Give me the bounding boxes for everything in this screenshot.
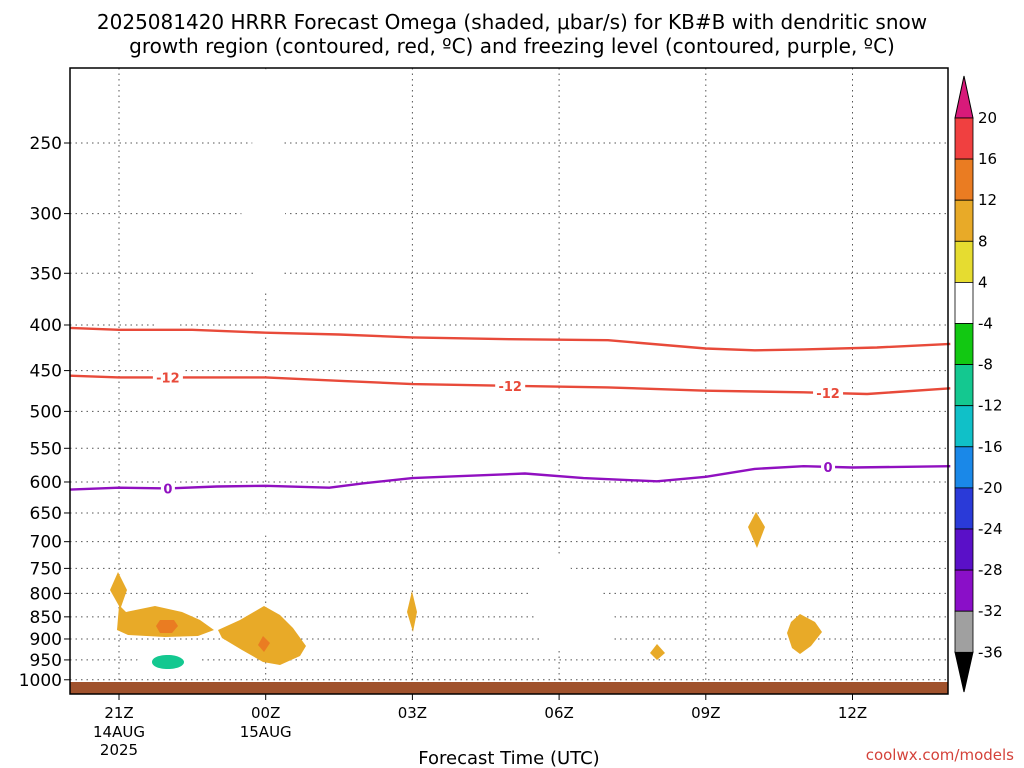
contour-label-bg	[495, 377, 526, 394]
contour-label-bg	[160, 480, 175, 497]
colorbar-tick-label: 12	[978, 191, 997, 209]
omega-region	[530, 550, 617, 650]
x-tick-label: 03Z	[398, 704, 427, 722]
contour-label-bg	[813, 384, 844, 401]
colorbar-segment	[954, 158, 974, 201]
y-tick-label: 650	[30, 504, 62, 524]
omega-region-core	[258, 636, 270, 652]
omega-region	[241, 68, 286, 292]
chart-title-line2: growth region (contoured, red, ºC) and f…	[129, 34, 895, 58]
x-tick-date: 14AUG	[93, 723, 145, 741]
colorbar-tick-label: -32	[978, 602, 1003, 620]
omega-region	[218, 606, 306, 665]
terrain-surface	[70, 682, 948, 694]
colorbar-tick-label: 20	[978, 109, 997, 127]
colorbar-segment	[954, 240, 974, 283]
plot-area: -12 -12 -12 0 0	[69, 67, 951, 695]
colorbar-segment	[954, 281, 974, 324]
contour-label: 0	[163, 482, 172, 497]
x-tick-date: 15AUG	[240, 723, 292, 741]
x-tick-year: 2025	[100, 741, 138, 759]
grid-lines	[70, 68, 948, 694]
y-axis: 2503003504004505005506006507007508008509…	[19, 134, 70, 691]
colorbar: 20 16 12 8 4 -4 -8 -12 -16 -20 -24 -28 -32 -36	[954, 75, 1003, 693]
contour-label-bg	[821, 458, 836, 475]
contour-label: -12	[498, 380, 522, 395]
colorbar-tick-label: -20	[978, 479, 1003, 497]
colorbar-segment	[954, 323, 974, 365]
y-tick-label: 400	[30, 316, 62, 336]
contour-label: -12	[156, 371, 180, 386]
colorbar-segment	[954, 610, 974, 653]
colorbar-segment	[954, 117, 974, 160]
y-tick-label: 600	[30, 473, 62, 493]
omega-region	[446, 78, 503, 135]
omega-region-core	[152, 655, 184, 669]
contour-label: -12	[816, 387, 840, 402]
y-tick-label: 900	[30, 630, 62, 650]
colorbar-segment	[954, 364, 974, 407]
x-axis-label: Forecast Time (UTC)	[418, 748, 599, 768]
y-tick-label: 450	[30, 362, 62, 382]
y-tick-label: 700	[30, 533, 62, 553]
omega-region	[748, 512, 765, 548]
colorbar-tick-label: -36	[978, 643, 1003, 661]
colorbar-tick-label: -8	[978, 356, 993, 374]
colorbar-segment	[954, 199, 974, 242]
omega-region	[110, 572, 214, 637]
colorbar-segment	[954, 569, 974, 612]
y-tick-label: 550	[30, 439, 62, 459]
y-tick-label: 300	[30, 205, 62, 225]
colorbar-tick-label: 8	[978, 232, 988, 250]
omega-shading	[110, 68, 822, 676]
credit-text: coolwx.com/models	[866, 746, 1014, 764]
contour-label: 0	[824, 461, 833, 476]
x-tick-label: 09Z	[691, 704, 720, 722]
y-tick-label: 750	[30, 559, 62, 579]
colorbar-tick-label: -12	[978, 397, 1003, 415]
contour-label-bg	[152, 369, 183, 386]
temperature-contours: -12 -12 -12 0 0	[70, 326, 951, 497]
omega-region	[407, 591, 417, 632]
y-tick-label: 950	[30, 651, 62, 671]
y-tick-label: 800	[30, 584, 62, 604]
colorbar-tick-label: -24	[978, 520, 1003, 538]
colorbar-segment	[954, 487, 974, 530]
omega-region-core	[156, 620, 178, 633]
x-tick-label: 00Z	[251, 704, 280, 722]
plot-frame	[69, 67, 949, 695]
omega-region	[650, 644, 665, 660]
y-tick-label: 350	[30, 264, 62, 284]
colorbar-top-arrow	[954, 75, 974, 119]
y-tick-label: 850	[30, 608, 62, 628]
y-tick-label: 250	[30, 134, 62, 154]
x-tick-label: 06Z	[544, 704, 573, 722]
colorbar-segment	[954, 405, 974, 448]
y-tick-label: 500	[30, 402, 62, 422]
omega-region	[157, 280, 179, 352]
colorbar-segment	[954, 446, 974, 489]
colorbar-bottom-arrow	[954, 651, 974, 693]
omega-region	[787, 614, 822, 654]
contour-line	[70, 326, 951, 352]
chart-title-line1: 2025081420 HRRR Forecast Omega (shaded, …	[97, 10, 927, 34]
contour-line	[70, 465, 951, 491]
omega-region	[486, 150, 521, 196]
y-tick-label: 1000	[19, 671, 62, 691]
colorbar-tick-label: 4	[978, 273, 988, 291]
colorbar-tick-label: 16	[978, 150, 997, 168]
colorbar-segment	[954, 528, 974, 571]
colorbar-tick-label: -28	[978, 561, 1003, 579]
colorbar-tick-label: -4	[978, 315, 993, 333]
omega-region	[258, 513, 273, 536]
x-tick-label: 21Z	[104, 704, 133, 722]
colorbar-tick-label: -16	[978, 438, 1003, 456]
x-tick-label: 12Z	[838, 704, 867, 722]
